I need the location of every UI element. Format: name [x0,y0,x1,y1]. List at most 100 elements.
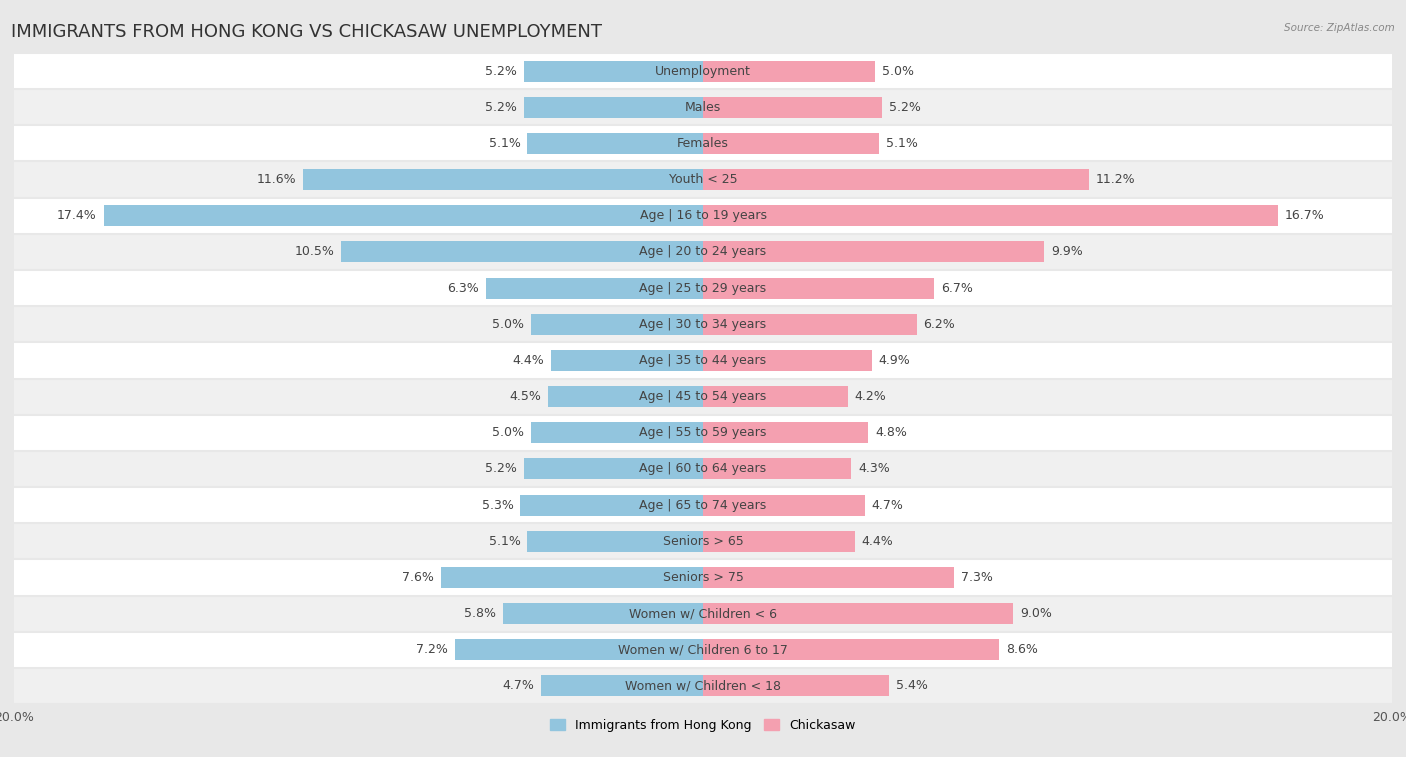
Bar [524,61,703,82]
Text: Age | 30 to 34 years: Age | 30 to 34 years [640,318,766,331]
Bar [14,487,1392,523]
Text: Age | 20 to 24 years: Age | 20 to 24 years [640,245,766,258]
Bar [14,415,1392,451]
Bar [14,198,1392,234]
Text: 8.6%: 8.6% [1007,643,1038,656]
Text: 5.8%: 5.8% [464,607,496,620]
Bar [703,567,955,588]
Text: 4.5%: 4.5% [509,390,541,403]
Bar [14,378,1392,415]
Bar [524,97,703,118]
Text: Seniors > 75: Seniors > 75 [662,571,744,584]
Bar [703,459,851,479]
Text: 5.3%: 5.3% [482,499,513,512]
Bar [703,422,869,444]
Text: 4.2%: 4.2% [855,390,886,403]
Bar [531,313,703,335]
Text: 4.4%: 4.4% [862,534,893,548]
Bar [486,278,703,298]
Bar [703,603,1012,624]
Bar [703,61,875,82]
Bar [503,603,703,624]
Text: Unemployment: Unemployment [655,64,751,77]
Text: 5.0%: 5.0% [492,426,524,439]
Text: 5.1%: 5.1% [886,137,918,150]
Text: 16.7%: 16.7% [1285,209,1324,223]
Bar [14,89,1392,126]
Bar [548,386,703,407]
Text: 9.0%: 9.0% [1019,607,1052,620]
Text: 4.9%: 4.9% [879,354,911,367]
Text: 5.1%: 5.1% [488,137,520,150]
Text: 5.2%: 5.2% [485,101,517,114]
Text: Males: Males [685,101,721,114]
Text: Age | 60 to 64 years: Age | 60 to 64 years [640,463,766,475]
Text: Age | 45 to 54 years: Age | 45 to 54 years [640,390,766,403]
Bar [551,350,703,371]
Bar [14,234,1392,270]
Text: 6.7%: 6.7% [941,282,973,294]
Text: 5.0%: 5.0% [882,64,914,77]
Text: Age | 16 to 19 years: Age | 16 to 19 years [640,209,766,223]
Text: Age | 55 to 59 years: Age | 55 to 59 years [640,426,766,439]
Text: 7.6%: 7.6% [402,571,434,584]
Bar [14,559,1392,596]
Bar [14,631,1392,668]
Bar [703,241,1045,263]
Bar [703,313,917,335]
Legend: Immigrants from Hong Kong, Chickasaw: Immigrants from Hong Kong, Chickasaw [546,714,860,737]
Bar [14,161,1392,198]
Bar [14,668,1392,704]
Text: 4.3%: 4.3% [858,463,890,475]
Bar [520,494,703,516]
Bar [14,306,1392,342]
Text: Youth < 25: Youth < 25 [669,173,737,186]
Text: 9.9%: 9.9% [1050,245,1083,258]
Text: Age | 65 to 74 years: Age | 65 to 74 years [640,499,766,512]
Bar [14,270,1392,306]
Text: 4.7%: 4.7% [872,499,904,512]
Text: 5.1%: 5.1% [488,534,520,548]
Text: 4.7%: 4.7% [502,680,534,693]
Bar [531,422,703,444]
Text: Women w/ Children < 6: Women w/ Children < 6 [628,607,778,620]
Bar [527,133,703,154]
Text: Women w/ Children < 18: Women w/ Children < 18 [626,680,780,693]
Text: Source: ZipAtlas.com: Source: ZipAtlas.com [1284,23,1395,33]
Text: Age | 35 to 44 years: Age | 35 to 44 years [640,354,766,367]
Text: 6.2%: 6.2% [924,318,955,331]
Text: Females: Females [678,137,728,150]
Text: 5.4%: 5.4% [896,680,928,693]
Bar [441,567,703,588]
Bar [703,494,865,516]
Bar [14,523,1392,559]
Bar [703,639,1000,660]
Text: 11.2%: 11.2% [1095,173,1135,186]
Bar [703,169,1088,190]
Bar [703,350,872,371]
Text: 10.5%: 10.5% [294,245,335,258]
Bar [14,126,1392,161]
Bar [703,97,882,118]
Bar [703,133,879,154]
Text: 7.2%: 7.2% [416,643,449,656]
Bar [541,675,703,696]
Bar [14,596,1392,631]
Text: Women w/ Children 6 to 17: Women w/ Children 6 to 17 [619,643,787,656]
Bar [703,278,934,298]
Bar [14,53,1392,89]
Text: 7.3%: 7.3% [962,571,993,584]
Bar [14,451,1392,487]
Bar [703,531,855,552]
Bar [527,531,703,552]
Text: IMMIGRANTS FROM HONG KONG VS CHICKASAW UNEMPLOYMENT: IMMIGRANTS FROM HONG KONG VS CHICKASAW U… [11,23,602,41]
Text: 4.4%: 4.4% [513,354,544,367]
Text: 5.2%: 5.2% [485,463,517,475]
Bar [456,639,703,660]
Text: 11.6%: 11.6% [257,173,297,186]
Bar [342,241,703,263]
Text: 17.4%: 17.4% [58,209,97,223]
Text: 5.2%: 5.2% [485,64,517,77]
Text: Age | 25 to 29 years: Age | 25 to 29 years [640,282,766,294]
Text: 4.8%: 4.8% [875,426,907,439]
